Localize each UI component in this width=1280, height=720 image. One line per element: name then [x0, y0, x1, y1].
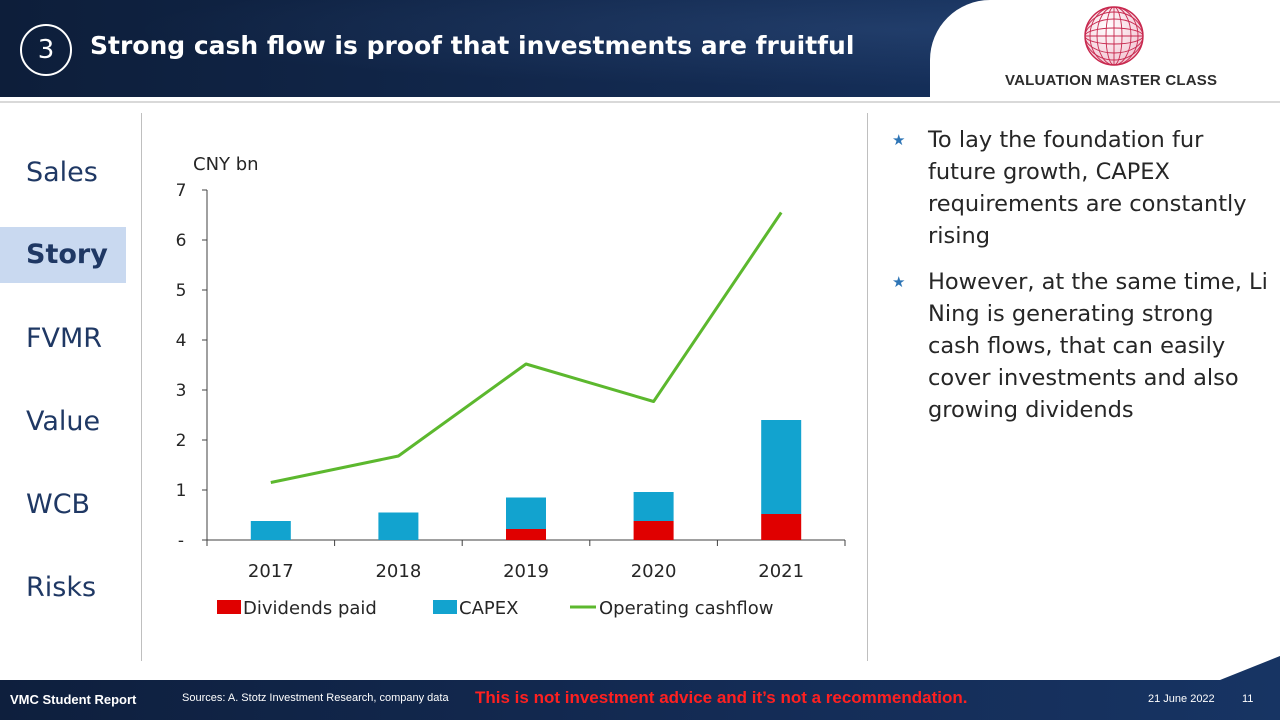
- bar-dividends-paid: [633, 521, 674, 540]
- cashflow-chart: CNY bn - 1 2 3 4 5 6 7 2017 2018 2019 2020 2021 Div…: [176, 154, 846, 619]
- legend-swatch: [433, 600, 457, 614]
- x-tick-label: 2021: [758, 561, 804, 582]
- content-divider: [867, 113, 868, 661]
- legend-swatch: [217, 600, 241, 614]
- y-tick-label: 5: [176, 281, 187, 301]
- footer-bar: VMC Student Report Sources: A. Stotz Inv…: [0, 680, 1280, 720]
- line-operating-cashflow: [270, 211, 783, 484]
- y-tick-label: 4: [176, 331, 187, 351]
- report-label: VMC Student Report: [10, 692, 137, 707]
- x-tick-label: 2020: [631, 561, 677, 582]
- y-tick-label: 1: [176, 481, 187, 501]
- chart-legend: Dividends paid CAPEX Operating cashflow: [217, 598, 774, 619]
- bar-capex: [761, 420, 802, 514]
- x-tick-label: 2019: [503, 561, 549, 582]
- footer-corner-accent: [1220, 656, 1280, 680]
- line-series: [270, 211, 783, 484]
- nav-divider: [141, 113, 142, 661]
- header-divider: [0, 101, 1280, 103]
- bar-dividends-paid: [761, 514, 802, 540]
- x-tick-label: 2018: [375, 561, 421, 582]
- legend-label: Dividends paid: [243, 598, 377, 619]
- globe-logo-icon: [1084, 6, 1144, 66]
- nav-item-wcb[interactable]: WCB: [26, 489, 91, 520]
- slide-title: Strong cash flow is proof that investmen…: [90, 31, 855, 60]
- y-tick-label: 6: [176, 231, 187, 251]
- y-tick-label: 3: [176, 381, 187, 401]
- bar-capex: [378, 512, 419, 540]
- y-axis: - 1 2 3 4 5 6 7: [176, 181, 208, 551]
- nav-item-story[interactable]: Story: [0, 227, 126, 283]
- sources-note: Sources: A. Stotz Investment Research, c…: [182, 692, 449, 704]
- page-number: 11: [1242, 693, 1254, 705]
- y-tick-label: -: [178, 531, 184, 551]
- bar-series: [250, 420, 802, 540]
- legend-label: CAPEX: [459, 598, 518, 619]
- y-tick-label: 7: [176, 181, 187, 201]
- bar-dividends-paid: [506, 529, 546, 540]
- section-number-badge: 3: [20, 24, 72, 76]
- bullet-item: ★ To lay the foundation fur future growt…: [892, 124, 1272, 252]
- commentary-list: ★ To lay the foundation fur future growt…: [892, 124, 1272, 440]
- bar-capex: [633, 492, 674, 521]
- x-tick-label: 2017: [248, 561, 294, 582]
- bullet-text: To lay the foundation fur future growth,…: [928, 127, 1247, 249]
- x-axis: 2017 2018 2019 2020 2021: [206, 539, 846, 582]
- nav-item-sales[interactable]: Sales: [26, 157, 98, 188]
- disclaimer-text: This is not investment advice and it’s n…: [475, 688, 968, 707]
- nav-item-risks[interactable]: Risks: [26, 572, 97, 603]
- unit-label: CNY bn: [193, 154, 259, 175]
- logo-wordmark: VALUATION MASTER CLASS: [1005, 72, 1218, 89]
- legend-label: Operating cashflow: [599, 598, 774, 619]
- report-date: 21 June 2022: [1148, 693, 1215, 705]
- bullet-text: However, at the same time, Li Ning is ge…: [928, 269, 1268, 423]
- star-bullet-icon: ★: [892, 273, 906, 291]
- nav-item-value[interactable]: Value: [26, 406, 101, 437]
- y-tick-label: 2: [176, 431, 187, 451]
- bullet-item: ★ However, at the same time, Li Ning is …: [892, 266, 1272, 426]
- star-bullet-icon: ★: [892, 131, 906, 149]
- bar-capex: [250, 521, 291, 540]
- nav-item-fvmr[interactable]: FVMR: [26, 323, 103, 354]
- bar-capex: [506, 497, 546, 529]
